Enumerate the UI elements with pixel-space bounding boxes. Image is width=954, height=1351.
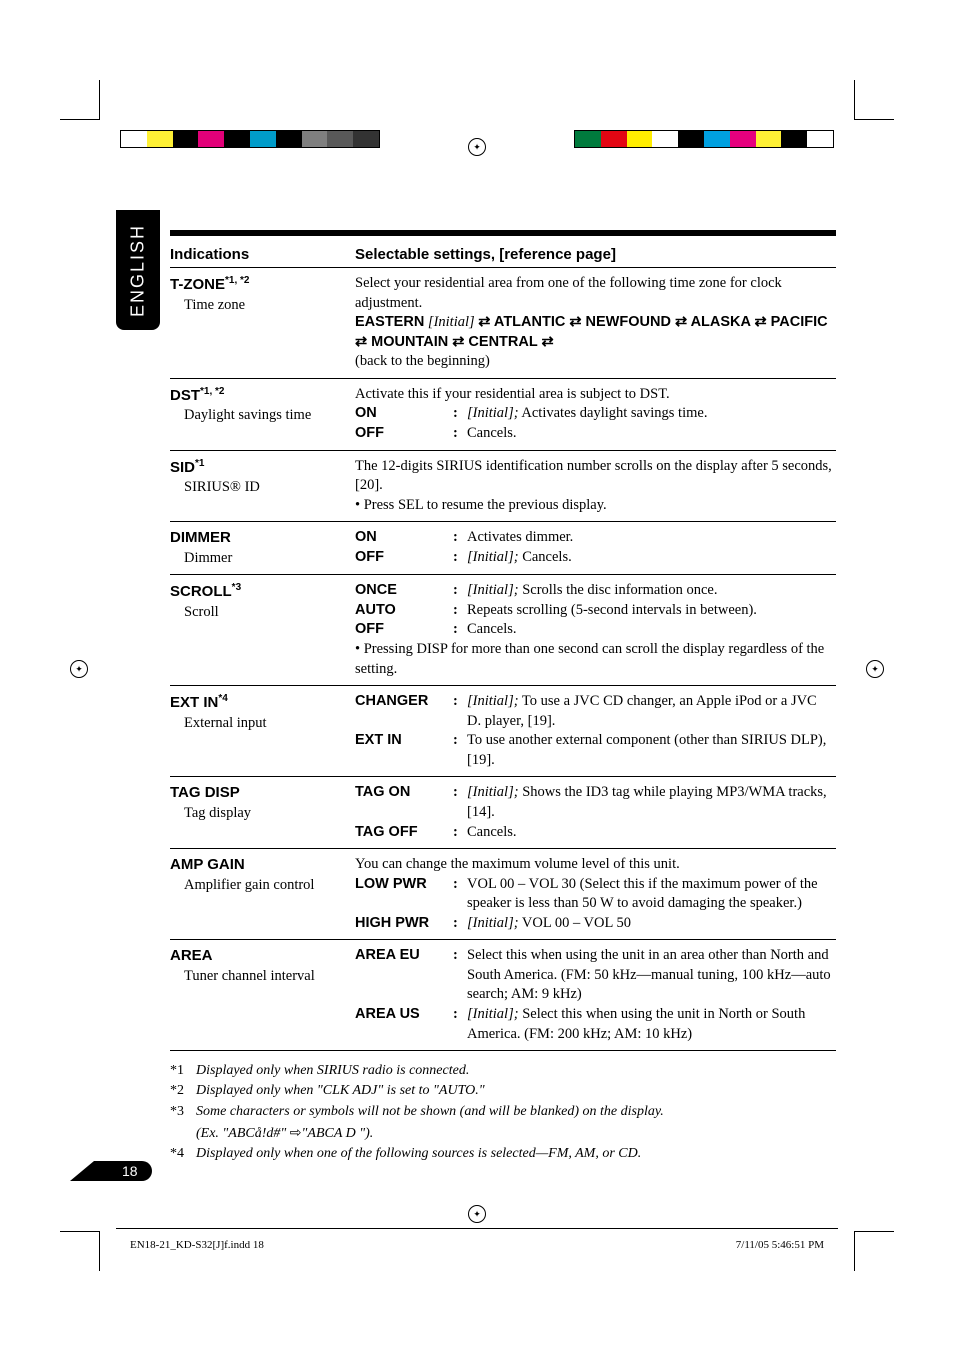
tzone-intro: Select your residential area from one of…	[355, 274, 832, 313]
registration-right	[866, 660, 884, 678]
dimmer-off: OFF:[Initial]; Cancels.	[355, 548, 832, 568]
language-tab: ENGLISH	[116, 210, 160, 330]
footnote-3: *3Some characters or symbols will not be…	[170, 1102, 836, 1145]
row-dimmer: DIMMER Dimmer ON:Activates dimmer. OFF:[…	[170, 522, 836, 575]
registration-left	[70, 660, 88, 678]
row-area: AREA Tuner channel interval AREA EU:Sele…	[170, 940, 836, 1051]
dimmer-on: ON:Activates dimmer.	[355, 528, 832, 548]
col-header-settings: Selectable settings, [reference page]	[355, 242, 836, 268]
sid-line1: The 12-digits SIRIUS identification numb…	[355, 457, 832, 496]
amp-key: AMP GAIN	[170, 856, 245, 873]
extin-key: EXT IN*4	[170, 694, 228, 711]
crop-mark-br	[854, 1231, 894, 1271]
scroll-auto: AUTO:Repeats scrolling (5-second interva…	[355, 601, 832, 621]
sid-bullet: • Press SEL to resume the previous displ…	[355, 496, 832, 516]
tzone-sub: Time zone	[184, 296, 351, 316]
row-dst: DST*1, *2 Daylight savings time Activate…	[170, 378, 836, 450]
row-tzone: T-ZONE*1, *2 Time zone Select your resid…	[170, 268, 836, 379]
amp-low: LOW PWR:VOL 00 – VOL 30 (Select this if …	[355, 875, 832, 914]
scroll-once: ONCE:[Initial]; Scrolls the disc informa…	[355, 581, 832, 601]
top-rule	[170, 230, 836, 236]
dimmer-key: DIMMER	[170, 529, 231, 546]
footnote-4: *4Displayed only when one of the followi…	[170, 1144, 836, 1164]
scroll-sub: Scroll	[184, 603, 351, 623]
tzone-key: T-ZONE*1, *2	[170, 276, 249, 293]
registration-top	[0, 138, 954, 156]
footer-right: 7/11/05 5:46:51 PM	[736, 1239, 824, 1251]
tzone-cycle: EASTERN [Initial] ⇄ ATLANTIC ⇄ NEWFOUND …	[355, 313, 832, 352]
registration-bottom	[0, 1205, 954, 1223]
tag-sub: Tag display	[184, 804, 351, 824]
area-us: AREA US:[Initial]; Select this when usin…	[355, 1005, 832, 1044]
settings-table: Indications Selectable settings, [refere…	[170, 242, 836, 1051]
dimmer-sub: Dimmer	[184, 549, 351, 569]
tag-key: TAG DISP	[170, 784, 240, 801]
scroll-key: SCROLL*3	[170, 583, 241, 600]
crop-mark-tr	[854, 80, 894, 120]
sid-sub: SIRIUS® ID	[184, 478, 351, 498]
extin-sub: External input	[184, 714, 351, 734]
area-eu: AREA EU:Select this when using the unit …	[355, 946, 832, 1005]
footnotes: *1Displayed only when SIRIUS radio is co…	[170, 1061, 836, 1164]
sid-key: SID*1	[170, 459, 204, 476]
crop-mark-bl	[60, 1231, 100, 1271]
dst-off: OFF:Cancels.	[355, 424, 832, 444]
footer-left: EN18-21_KD-S32[J]f.indd 18	[130, 1239, 264, 1251]
footnote-2: *2Displayed only when "CLK ADJ" is set t…	[170, 1081, 836, 1101]
row-scroll: SCROLL*3 Scroll ONCE:[Initial]; Scrolls …	[170, 575, 836, 686]
dst-key: DST*1, *2	[170, 387, 224, 404]
amp-sub: Amplifier gain control	[184, 876, 351, 896]
amp-high: HIGH PWR:[Initial]; VOL 00 – VOL 50	[355, 914, 832, 934]
col-header-indications: Indications	[170, 242, 355, 268]
extin-changer: CHANGER:[Initial]; To use a JVC CD chang…	[355, 692, 832, 731]
row-tag: TAG DISP Tag display TAG ON:[Initial]; S…	[170, 777, 836, 849]
tag-on: TAG ON:[Initial]; Shows the ID3 tag whil…	[355, 783, 832, 822]
scroll-off: OFF:Cancels.	[355, 620, 832, 640]
row-sid: SID*1 SIRIUS® ID The 12-digits SIRIUS id…	[170, 450, 836, 522]
tag-off: TAG OFF:Cancels.	[355, 823, 832, 843]
dst-on: ON:[Initial]; Activates daylight savings…	[355, 404, 832, 424]
amp-intro: You can change the maximum volume level …	[355, 855, 832, 875]
footnote-1: *1Displayed only when SIRIUS radio is co…	[170, 1061, 836, 1081]
footer-rule	[116, 1228, 838, 1229]
area-key: AREA	[170, 947, 213, 964]
dst-sub: Daylight savings time	[184, 406, 351, 426]
extin-extin: EXT IN:To use another external component…	[355, 731, 832, 770]
row-amp: AMP GAIN Amplifier gain control You can …	[170, 849, 836, 940]
area-sub: Tuner channel interval	[184, 967, 351, 987]
scroll-bullet: • Pressing DISP for more than one second…	[355, 640, 832, 679]
crop-mark-tl	[60, 80, 100, 120]
row-extin: EXT IN*4 External input CHANGER:[Initial…	[170, 686, 836, 777]
footer-text: EN18-21_KD-S32[J]f.indd 18 7/11/05 5:46:…	[130, 1239, 824, 1251]
dst-intro: Activate this if your residential area i…	[355, 385, 832, 405]
page-content: ENGLISH Indications Selectable settings,…	[116, 230, 836, 1165]
page-number: 18	[94, 1161, 152, 1181]
tzone-back: (back to the beginning)	[355, 352, 832, 372]
